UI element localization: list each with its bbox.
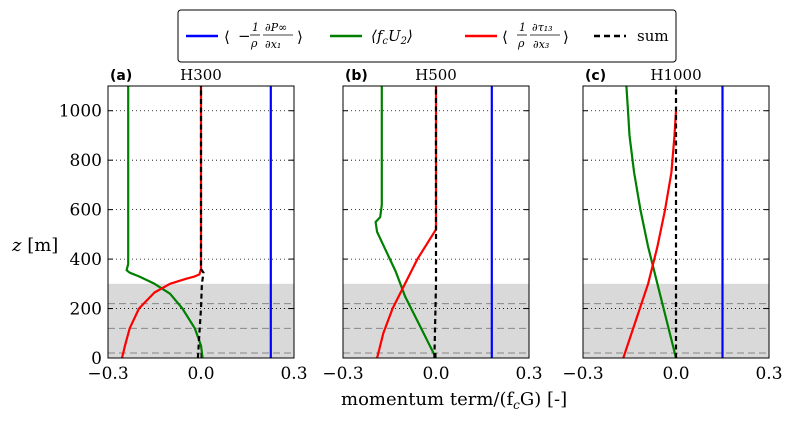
panel-3: −0.3 0.0 0.3 (c) H1000 bbox=[562, 66, 782, 384]
svg-text:∂τ₁₃: ∂τ₁₃ bbox=[532, 21, 553, 34]
y-tick-label: 0 bbox=[91, 349, 102, 369]
svg-text:1: 1 bbox=[252, 21, 259, 34]
svg-text:⟨: ⟨ bbox=[502, 28, 508, 46]
series-coriolis bbox=[625, 86, 678, 358]
panel-title: H1000 bbox=[650, 66, 701, 84]
panel-2: −0.3 0.0 0.3 (b) H500 bbox=[322, 66, 542, 384]
series-sum bbox=[433, 86, 438, 358]
x-tick-label: −0.3 bbox=[87, 364, 128, 384]
svg-text:∂P∞: ∂P∞ bbox=[265, 21, 287, 34]
series-coriolis bbox=[374, 86, 437, 358]
legend-label-coriolis: ⟨fcU2⟩ bbox=[371, 27, 413, 47]
legend: ⟨ − 1 ρ ∂P∞ ∂x₁ ⟩ ⟨fcU2⟩ ⟨ 1 ρ ∂τ₁₃ ∂x₃ … bbox=[177, 9, 677, 63]
panel-letter: (c) bbox=[585, 68, 606, 84]
y-tick-label: 200 bbox=[70, 300, 102, 320]
x-tick-label: 0.3 bbox=[755, 364, 782, 384]
svg-text:⟩: ⟩ bbox=[563, 28, 569, 46]
x-tick-label: −0.3 bbox=[322, 364, 363, 384]
x-tick-label: 0.3 bbox=[280, 364, 307, 384]
panel-title: H300 bbox=[180, 66, 222, 84]
panel-letter: (a) bbox=[110, 68, 132, 84]
legend-label-stress: ⟨ 1 ρ ∂τ₁₃ ∂x₃ ⟩ bbox=[502, 21, 569, 51]
legend-frame bbox=[177, 9, 677, 63]
legend-label-pressure: ⟨ − 1 ρ ∂P∞ ∂x₁ ⟩ bbox=[224, 21, 303, 51]
y-tick-label: 600 bbox=[70, 201, 102, 221]
y-tick-label: 800 bbox=[70, 151, 102, 171]
svg-text:∂x₃: ∂x₃ bbox=[533, 38, 549, 51]
x-tick-label: −0.3 bbox=[562, 364, 603, 384]
series-stress bbox=[376, 86, 438, 358]
series-stress bbox=[622, 110, 678, 358]
svg-text:1: 1 bbox=[519, 21, 526, 34]
y-tick-label: 400 bbox=[70, 250, 102, 270]
panel-1: −0.3 0.0 0.3 0 200 400 600 800 1000 (a) H300 bbox=[59, 66, 308, 384]
svg-text:ρ: ρ bbox=[517, 37, 525, 50]
svg-text:∂x₁: ∂x₁ bbox=[265, 38, 281, 51]
svg-text:⟩: ⟩ bbox=[297, 28, 303, 46]
x-tick-label: 0.0 bbox=[422, 364, 449, 384]
panel-letter: (b) bbox=[345, 68, 368, 84]
svg-text:⟨: ⟨ bbox=[224, 28, 230, 46]
series-stress bbox=[120, 86, 203, 358]
x-axis-title: momentum term/(fcG) [-] bbox=[341, 389, 567, 412]
svg-text:−: − bbox=[238, 27, 251, 45]
x-tick-label: 0.0 bbox=[187, 364, 214, 384]
x-tick-label: 0.3 bbox=[515, 364, 542, 384]
y-tick-label: 1000 bbox=[59, 102, 102, 122]
series-sum bbox=[196, 86, 205, 358]
svg-text:ρ: ρ bbox=[250, 37, 258, 50]
y-axis-title: z [m] bbox=[11, 235, 58, 256]
x-tick-label: 0.0 bbox=[662, 364, 689, 384]
panel-title: H500 bbox=[415, 66, 457, 84]
series-coriolis bbox=[125, 86, 204, 358]
legend-label-sum: sum bbox=[637, 27, 669, 45]
